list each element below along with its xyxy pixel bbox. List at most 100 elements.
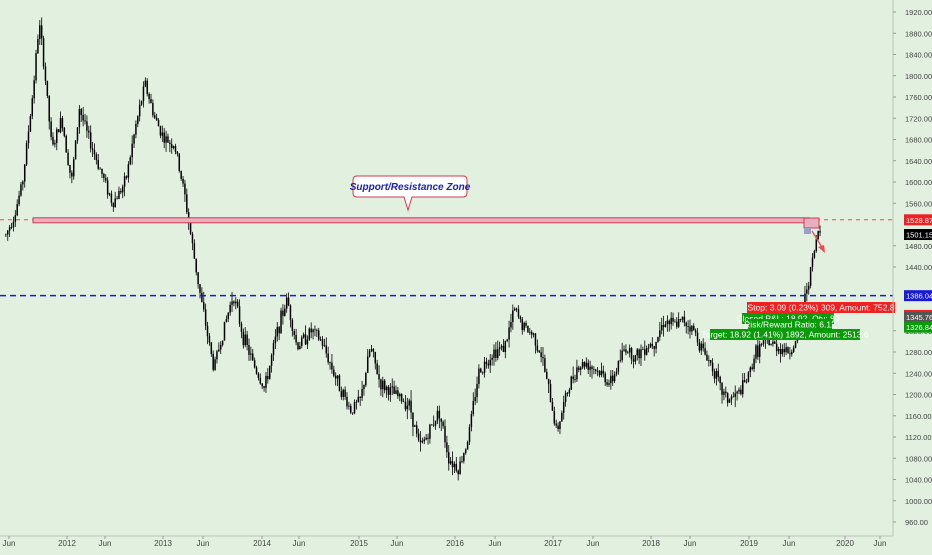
candle xyxy=(152,99,154,118)
candle-body xyxy=(140,101,143,105)
candle xyxy=(133,133,135,149)
candle xyxy=(559,421,561,435)
candle-body xyxy=(515,308,518,310)
candle xyxy=(391,378,393,396)
candle-body xyxy=(82,114,84,121)
price-badge-resistance: 1528.87 xyxy=(904,214,932,226)
candle-body xyxy=(150,99,152,103)
candle-body xyxy=(698,342,701,351)
y-tick-label: 1880.00 xyxy=(905,29,932,38)
candle xyxy=(466,440,469,450)
x-tick-label: Jun xyxy=(99,539,112,548)
candle-body xyxy=(14,215,17,222)
candle-body xyxy=(325,345,328,354)
candle xyxy=(613,371,616,384)
candle xyxy=(267,368,269,384)
x-tick-label: 2012 xyxy=(58,539,76,548)
candle xyxy=(493,344,495,366)
candle-body xyxy=(521,319,524,330)
candle-body xyxy=(250,353,252,355)
y-tick-label: 1720.00 xyxy=(905,114,932,123)
target-info-text: Target: 18.92 (1.41%) 1892, Amount: 2513… xyxy=(701,330,869,340)
candle-body xyxy=(491,357,493,360)
candle xyxy=(182,175,184,187)
candle xyxy=(708,355,710,367)
candle xyxy=(25,140,28,166)
candle-body xyxy=(206,325,209,337)
candle-body xyxy=(726,393,729,403)
candle xyxy=(76,127,79,144)
candle-body xyxy=(468,427,471,443)
candle-body xyxy=(685,322,687,327)
candle-body xyxy=(602,370,605,374)
short-position-tool[interactable] xyxy=(803,217,825,253)
zone-callout[interactable]: Support/Resistance Zone xyxy=(350,175,471,212)
candle-body xyxy=(517,309,520,317)
candle-body xyxy=(72,159,75,177)
candle xyxy=(691,325,693,336)
candle-body xyxy=(252,353,254,361)
candle-body xyxy=(216,351,218,360)
candle-body xyxy=(530,331,533,335)
candle-body xyxy=(346,396,348,407)
candle xyxy=(480,367,482,373)
candle xyxy=(544,354,546,373)
candle-body xyxy=(606,382,608,385)
x-tick-label: Jun xyxy=(587,539,600,548)
candle-body xyxy=(755,345,757,359)
candle xyxy=(304,325,307,346)
candle xyxy=(504,340,507,359)
resistance-zone[interactable] xyxy=(32,217,810,224)
candle-body xyxy=(677,319,680,327)
candle-body xyxy=(681,316,684,320)
candle xyxy=(35,49,37,84)
x-tick-label: Jun xyxy=(684,539,697,548)
candle xyxy=(770,343,772,346)
candle-body xyxy=(399,393,401,397)
candle-body xyxy=(576,367,578,380)
candle-body xyxy=(376,363,378,375)
candle-body xyxy=(591,366,593,369)
candle-body xyxy=(598,370,601,376)
candle-body xyxy=(146,80,148,94)
candle-body xyxy=(412,412,414,427)
candle xyxy=(61,115,64,132)
candle-body xyxy=(76,127,79,141)
y-tick-label: 1200.00 xyxy=(905,391,932,400)
candle xyxy=(218,342,220,353)
candle xyxy=(668,319,671,332)
candle xyxy=(174,143,177,155)
position-entry-marker xyxy=(804,228,811,234)
candle-body xyxy=(310,328,312,333)
candle xyxy=(721,381,723,404)
candle xyxy=(598,370,601,378)
candle-body xyxy=(253,360,256,368)
candle xyxy=(636,347,638,361)
candle-body xyxy=(487,363,490,366)
candle-body xyxy=(336,375,339,379)
candle-body xyxy=(542,356,544,359)
candle xyxy=(348,401,350,410)
candle xyxy=(736,390,738,401)
candle-body xyxy=(564,392,567,402)
candle-body xyxy=(708,360,710,361)
candle-body xyxy=(483,361,486,373)
candle xyxy=(357,389,360,403)
candle xyxy=(99,166,101,170)
candle-body xyxy=(762,339,765,345)
candle-body xyxy=(165,136,167,143)
target-info: Target: 18.92 (1.41%) 1892, Amount: 2513… xyxy=(701,329,869,340)
candle-body xyxy=(212,353,214,370)
candle xyxy=(644,340,646,361)
price-badge-target-box xyxy=(904,321,932,333)
candle xyxy=(468,424,471,446)
candle-body xyxy=(285,297,288,309)
candle xyxy=(421,437,424,444)
candle-body xyxy=(154,115,156,118)
candle-body xyxy=(775,343,778,352)
candle xyxy=(197,271,199,289)
candle-body xyxy=(578,367,580,370)
candle-body xyxy=(668,320,671,325)
candle xyxy=(368,348,371,358)
